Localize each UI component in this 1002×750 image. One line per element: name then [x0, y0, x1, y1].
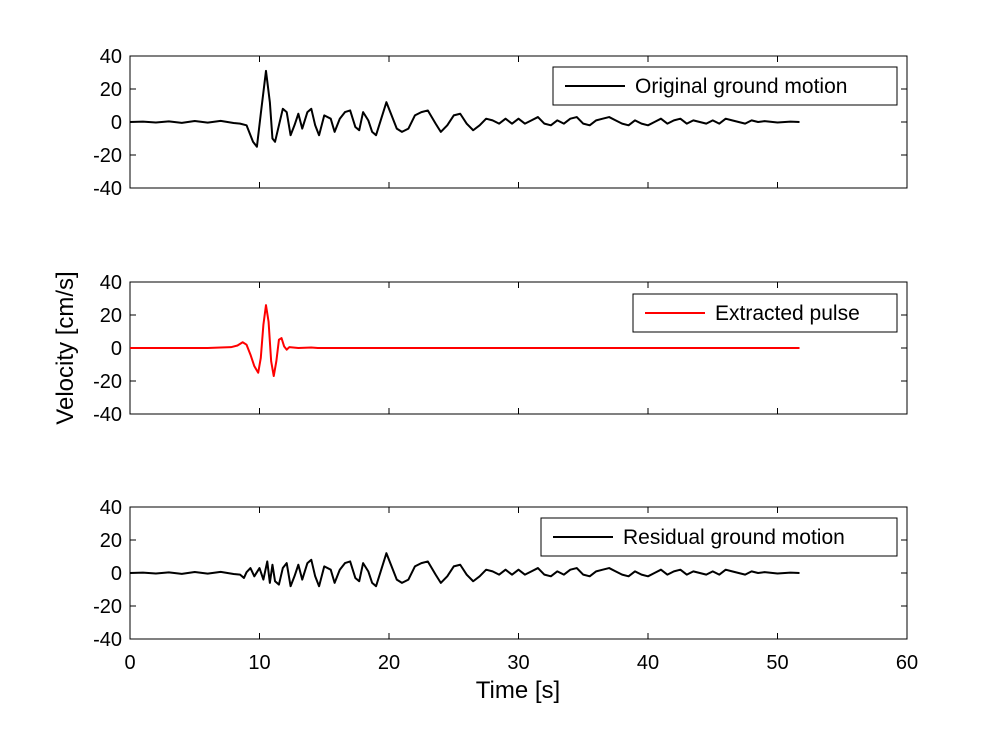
x-tick-label: 10 [248, 652, 270, 674]
panel-1: -40 -20 0 20 40 Original ground motion [93, 46, 908, 200]
x-tick-label: 20 [378, 652, 400, 674]
y-tick-label: -40 [93, 629, 122, 651]
legend: Extracted pulse [632, 293, 898, 333]
y-axis-label: Velocity [cm/s] [52, 271, 79, 424]
y-tick-label: 0 [111, 112, 122, 134]
series-line [129, 552, 800, 588]
legend-label: Original ground motion [635, 75, 847, 98]
legend-label: Residual ground motion [623, 526, 845, 549]
y-tick-label: -20 [93, 371, 122, 393]
series-line [129, 69, 800, 148]
y-tick-label: -20 [93, 145, 122, 167]
y-tick-label: 0 [111, 563, 122, 585]
x-tick-label: 50 [766, 652, 788, 674]
y-tick-label: -40 [93, 404, 122, 426]
x-axis-label: Time [s] [476, 677, 560, 704]
legend: Original ground motion [552, 66, 898, 106]
panel-3: -40 -20 0 20 40 0 10 20 30 40 50 60 Residual ground … [93, 497, 918, 674]
y-tick-label: 40 [100, 46, 122, 68]
panel-2: -40 -20 0 20 40 Extracted pulse [93, 272, 908, 426]
y-tick-label: 0 [111, 338, 122, 360]
y-tick-label: 40 [100, 497, 122, 519]
legend: Residual ground motion [540, 517, 898, 557]
x-tick-label: 60 [896, 652, 918, 674]
y-tick-label: -20 [93, 596, 122, 618]
x-tick-label: 0 [124, 652, 135, 674]
y-tick-label: 20 [100, 79, 122, 101]
x-tick-label: 40 [637, 652, 659, 674]
x-tick-label: 30 [507, 652, 529, 674]
legend-label: Extracted pulse [715, 302, 860, 325]
panels: -40 -20 0 20 40 Original ground motion -40 -20 0… [93, 46, 918, 674]
y-tick-label: 20 [100, 530, 122, 552]
y-tick-label: 40 [100, 272, 122, 294]
y-tick-label: 20 [100, 305, 122, 327]
y-tick-label: -40 [93, 178, 122, 200]
series-line [130, 304, 800, 378]
